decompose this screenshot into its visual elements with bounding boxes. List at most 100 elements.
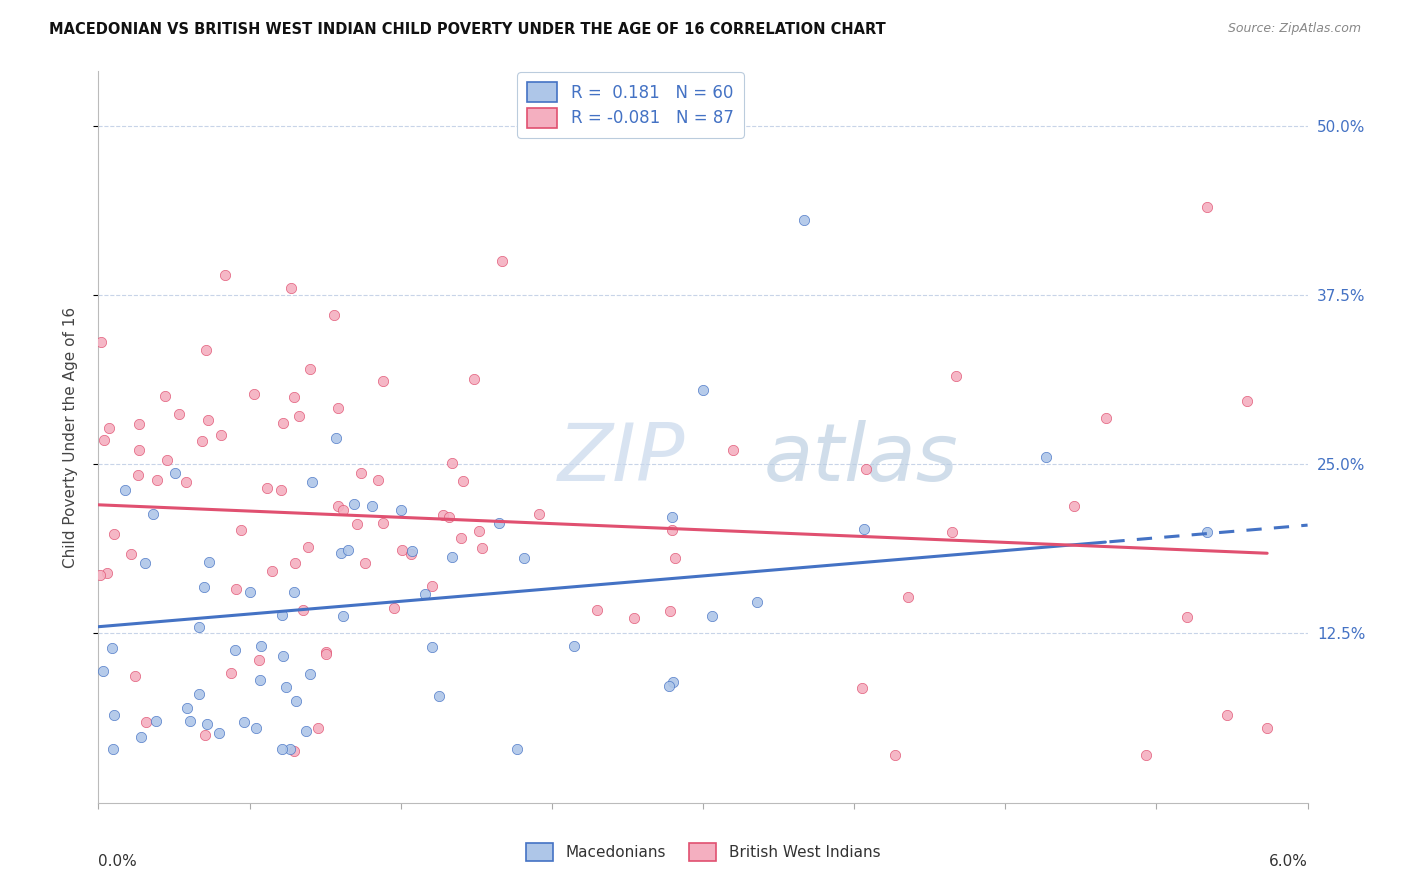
Point bbox=[513, 550, 536, 565]
Point bbox=[1195, 200, 1218, 214]
Point bbox=[270, 741, 292, 756]
Point bbox=[135, 714, 157, 729]
Point bbox=[188, 688, 211, 702]
Point bbox=[93, 665, 115, 679]
Point bbox=[174, 475, 197, 490]
Point bbox=[329, 546, 352, 560]
Point bbox=[221, 665, 243, 680]
Point bbox=[278, 741, 301, 756]
Point bbox=[941, 524, 963, 539]
Text: atlas: atlas bbox=[763, 420, 959, 498]
Point bbox=[270, 608, 292, 623]
Point bbox=[491, 254, 513, 268]
Point bbox=[249, 673, 271, 688]
Point bbox=[141, 508, 163, 522]
Point bbox=[441, 549, 464, 564]
Point bbox=[194, 728, 217, 742]
Point bbox=[420, 640, 443, 654]
Point bbox=[373, 516, 395, 531]
Point bbox=[853, 522, 876, 536]
Point bbox=[692, 383, 714, 397]
Point bbox=[659, 605, 682, 619]
Point bbox=[432, 508, 454, 523]
Point bbox=[664, 551, 686, 566]
Point bbox=[855, 462, 877, 476]
Point bbox=[224, 643, 246, 657]
Point bbox=[527, 507, 550, 521]
Point bbox=[100, 641, 122, 656]
Point bbox=[128, 443, 150, 458]
Point bbox=[288, 409, 311, 424]
Point bbox=[1256, 721, 1278, 735]
Point bbox=[346, 517, 368, 532]
Point bbox=[721, 442, 744, 457]
Point bbox=[662, 675, 685, 690]
Point bbox=[506, 741, 529, 756]
Point bbox=[326, 499, 349, 513]
Point bbox=[307, 721, 329, 735]
Point bbox=[468, 524, 491, 538]
Point bbox=[90, 334, 112, 349]
Point bbox=[315, 645, 337, 659]
Point bbox=[945, 369, 967, 384]
Point bbox=[124, 668, 146, 682]
Point bbox=[401, 543, 423, 558]
Point bbox=[1135, 748, 1157, 763]
Point bbox=[295, 724, 318, 739]
Point bbox=[225, 582, 247, 596]
Point bbox=[146, 473, 169, 487]
Point bbox=[280, 281, 302, 295]
Point bbox=[328, 401, 350, 416]
Point bbox=[332, 502, 354, 516]
Point bbox=[661, 523, 683, 537]
Point bbox=[198, 555, 221, 569]
Point bbox=[332, 609, 354, 624]
Point bbox=[271, 416, 294, 430]
Point bbox=[245, 721, 267, 735]
Point bbox=[1195, 524, 1218, 539]
Point bbox=[897, 591, 920, 605]
Point bbox=[93, 433, 115, 447]
Point bbox=[155, 453, 177, 467]
Point bbox=[114, 483, 136, 497]
Point bbox=[353, 556, 375, 570]
Point bbox=[233, 714, 256, 729]
Point bbox=[208, 726, 231, 740]
Point bbox=[262, 565, 284, 579]
Point bbox=[283, 744, 305, 758]
Point bbox=[284, 694, 307, 708]
Point bbox=[134, 556, 156, 570]
Point bbox=[1175, 610, 1198, 624]
Point bbox=[209, 428, 232, 442]
Point bbox=[413, 587, 436, 601]
Point bbox=[315, 647, 337, 661]
Text: ZIP: ZIP bbox=[558, 420, 685, 498]
Point bbox=[145, 714, 167, 729]
Point bbox=[1095, 411, 1118, 425]
Point bbox=[193, 580, 215, 594]
Point bbox=[271, 648, 294, 663]
Point bbox=[451, 474, 474, 488]
Point bbox=[471, 541, 494, 555]
Point bbox=[301, 475, 323, 490]
Point bbox=[247, 653, 270, 667]
Point bbox=[1216, 707, 1239, 722]
Point bbox=[165, 466, 187, 480]
Point bbox=[120, 547, 142, 561]
Point bbox=[1035, 450, 1057, 465]
Point bbox=[297, 540, 319, 554]
Point bbox=[153, 389, 176, 403]
Point bbox=[702, 609, 724, 624]
Point bbox=[127, 467, 149, 482]
Point bbox=[243, 386, 266, 401]
Point bbox=[103, 707, 125, 722]
Point bbox=[179, 714, 201, 728]
Point bbox=[401, 547, 423, 561]
Point bbox=[299, 362, 322, 376]
Point bbox=[661, 510, 683, 524]
Point bbox=[1236, 393, 1258, 408]
Point bbox=[343, 497, 366, 511]
Point bbox=[283, 585, 305, 599]
Point bbox=[350, 467, 373, 481]
Point bbox=[391, 543, 413, 558]
